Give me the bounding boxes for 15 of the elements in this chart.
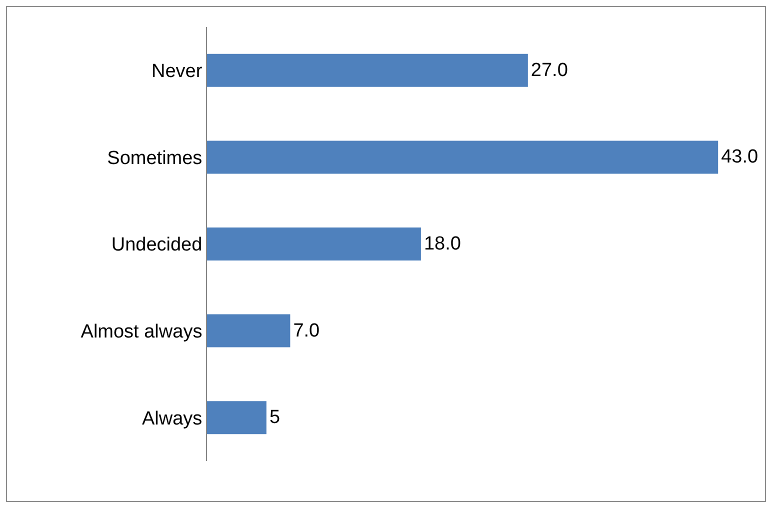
data-label: 18.0 (424, 234, 461, 254)
data-label: 7.0 (293, 320, 320, 342)
y-tick-label: Always (142, 408, 202, 430)
bar (207, 314, 290, 348)
y-tick-label: Sometimes (107, 148, 202, 169)
y-tick-label: Almost always (80, 321, 202, 342)
y-tick-label: Never (152, 61, 203, 82)
data-label: 43.0 (721, 146, 758, 168)
bar (207, 140, 718, 174)
bar (207, 228, 421, 260)
data-label: 27.0 (530, 60, 568, 81)
bar (207, 54, 528, 87)
y-tick-label: Undecided (111, 234, 202, 256)
data-label: 5 (269, 407, 280, 428)
bar (207, 401, 266, 434)
